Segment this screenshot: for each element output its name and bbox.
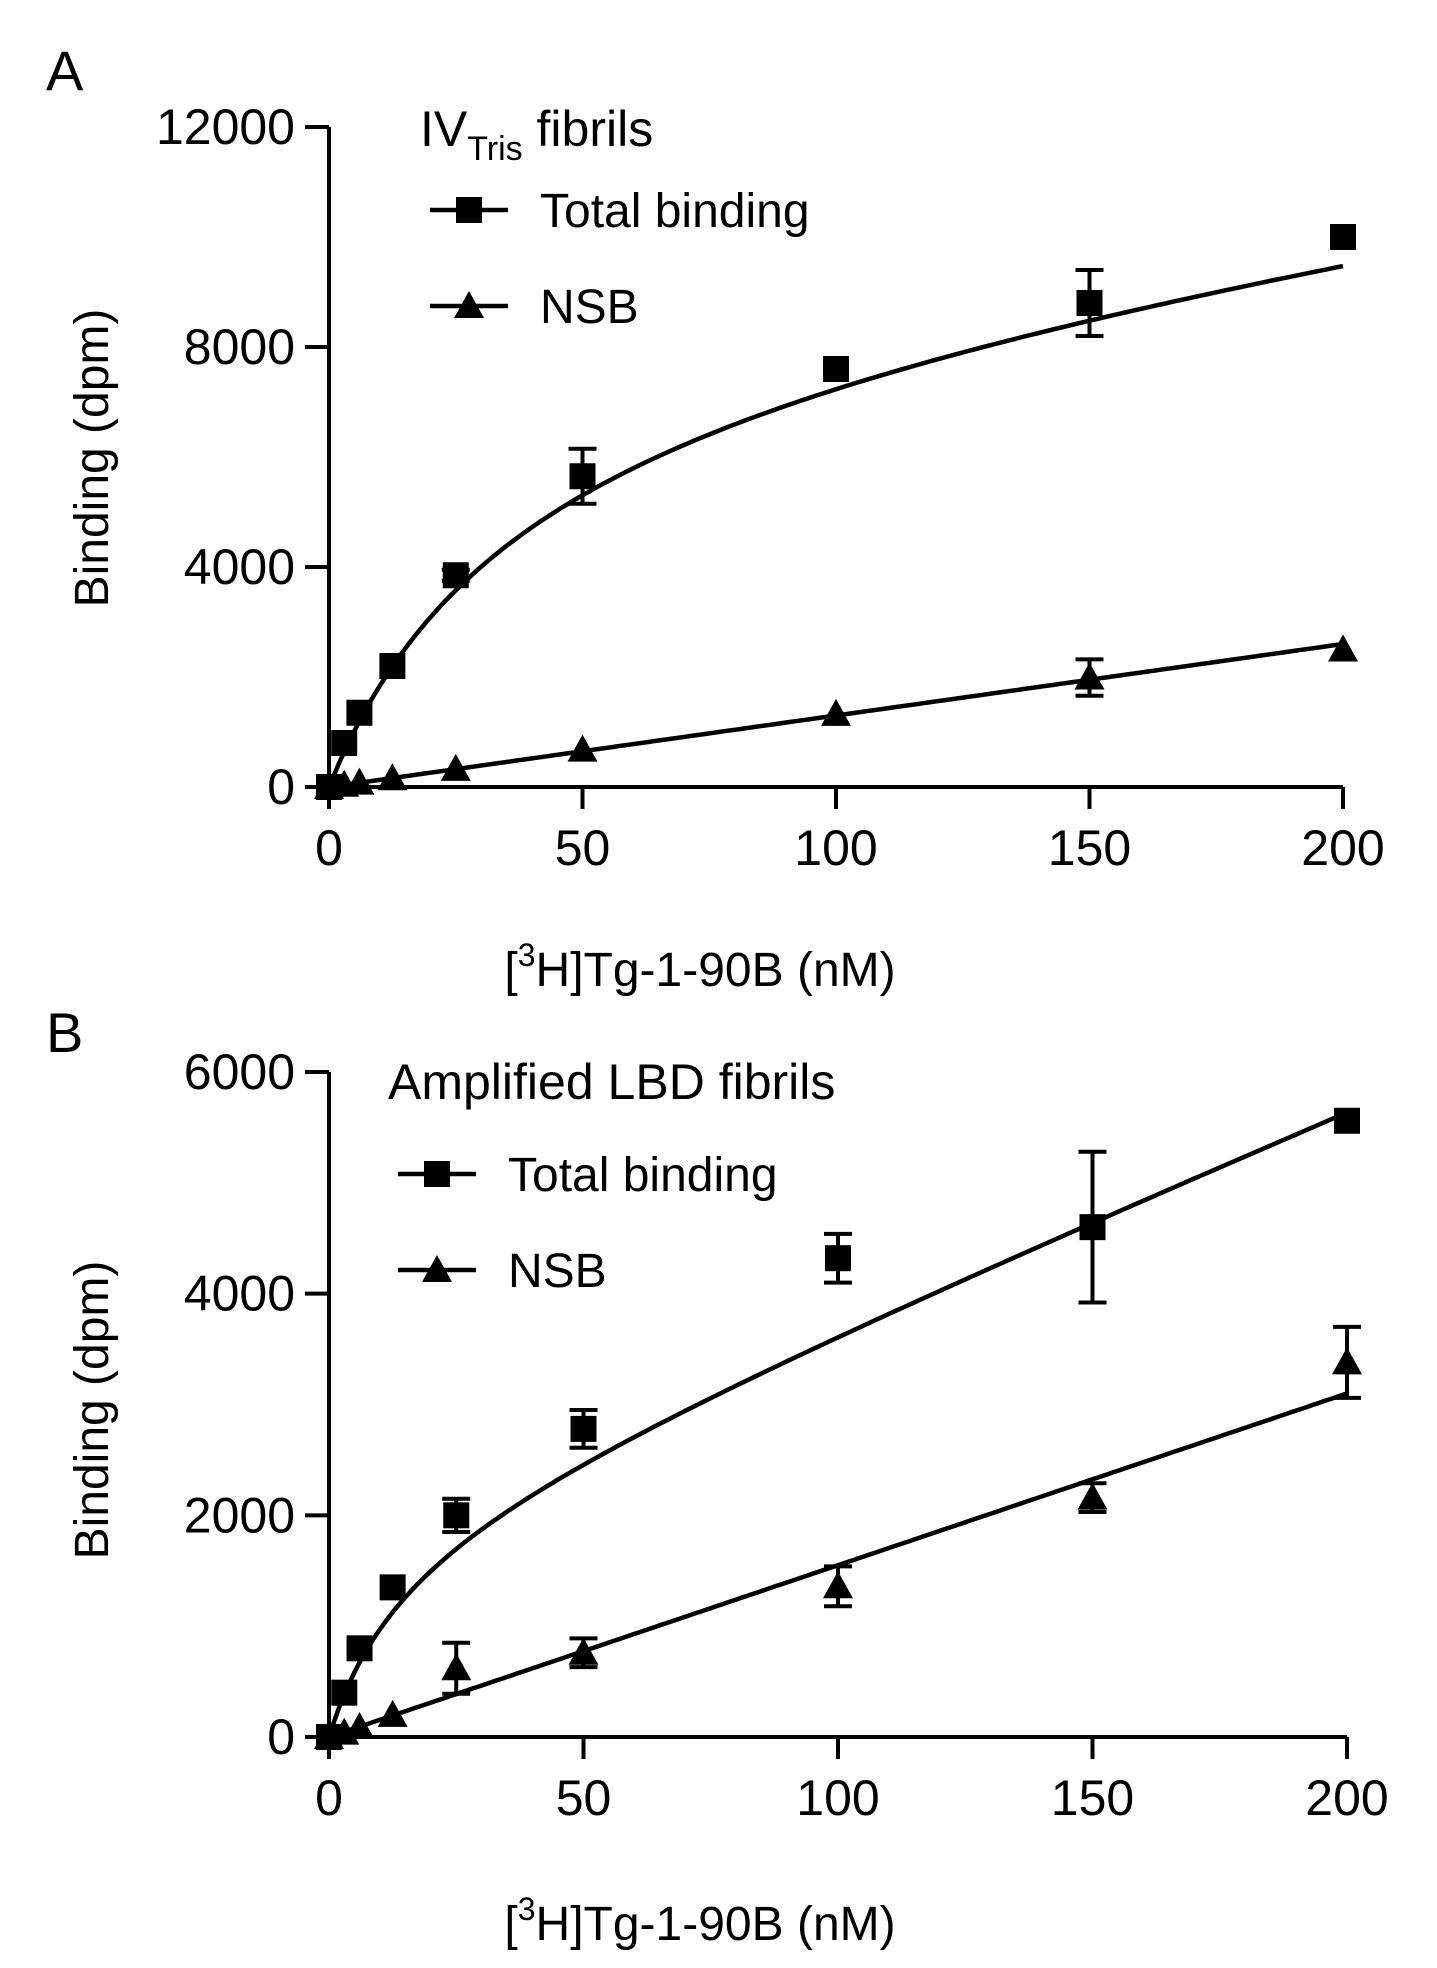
data-point bbox=[379, 653, 406, 679]
x-axis-label-sup: 3 bbox=[518, 937, 536, 973]
chart-title-subscript: Tris bbox=[467, 130, 522, 168]
x-tick-label: 100 bbox=[794, 820, 877, 876]
legend-label: NSB bbox=[540, 281, 639, 334]
x-tick-label: 50 bbox=[555, 820, 611, 876]
y-tick-label: 0 bbox=[267, 1709, 295, 1765]
data-point bbox=[567, 734, 598, 762]
x-axis-label-sup: 3 bbox=[518, 1891, 536, 1927]
y-tick-label: 4000 bbox=[184, 1266, 295, 1322]
chart-title: IVTris fibrils bbox=[420, 101, 653, 168]
fit-curve bbox=[326, 263, 1344, 788]
data-point bbox=[1076, 290, 1103, 316]
y-tick-label: 2000 bbox=[184, 1487, 295, 1543]
legend-marker bbox=[456, 197, 482, 223]
data-point bbox=[379, 1574, 406, 1601]
chart-title: Amplified LBD fibrils bbox=[388, 1054, 835, 1110]
x-tick-label: 0 bbox=[315, 820, 343, 876]
y-tick-label: 12000 bbox=[156, 99, 295, 155]
data-point bbox=[568, 1637, 599, 1665]
data-point bbox=[569, 463, 596, 490]
legend-entry: NSB bbox=[398, 1245, 607, 1298]
x-tick-label: 200 bbox=[1305, 1770, 1388, 1826]
data-point bbox=[331, 730, 358, 756]
data-point bbox=[344, 767, 375, 795]
x-tick-label: 0 bbox=[315, 1770, 343, 1826]
data-point bbox=[1077, 1482, 1108, 1510]
legend-label: NSB bbox=[508, 1245, 607, 1298]
data-point bbox=[1332, 1347, 1362, 1375]
legend-entry: Total binding bbox=[430, 185, 810, 238]
data-point bbox=[331, 1679, 358, 1706]
legend-marker bbox=[422, 1255, 452, 1282]
panel-label: A bbox=[46, 39, 84, 102]
panel-b: B Amplified LBD fibrils Binding (dpm) [3… bbox=[46, 1001, 1389, 1951]
x-tick-label: 50 bbox=[556, 1770, 612, 1826]
series-total-binding bbox=[316, 1107, 1360, 1750]
x-tick-label: 200 bbox=[1301, 820, 1384, 876]
x-tick-label: 150 bbox=[1051, 1770, 1134, 1826]
y-axis-label: Binding (dpm) bbox=[66, 309, 119, 608]
data-point bbox=[821, 698, 851, 726]
data-point bbox=[440, 753, 471, 781]
x-axis-label-post: H]Tg-1-90B (nM) bbox=[536, 1898, 896, 1951]
data-point bbox=[441, 1653, 472, 1681]
data-point bbox=[1330, 224, 1356, 250]
data-point bbox=[570, 1415, 597, 1442]
y-tick-label: 8000 bbox=[184, 319, 295, 375]
series-nsb bbox=[314, 634, 1358, 799]
data-point bbox=[1079, 1214, 1106, 1241]
data-point bbox=[346, 699, 373, 726]
data-point bbox=[823, 1571, 853, 1599]
legend-label: Total binding bbox=[508, 1149, 778, 1202]
data-point bbox=[346, 1635, 373, 1662]
data-point bbox=[1334, 1107, 1360, 1134]
legend-marker bbox=[424, 1161, 450, 1187]
data-point bbox=[442, 562, 469, 589]
data-point bbox=[377, 1699, 408, 1727]
data-point bbox=[1328, 634, 1358, 662]
data-point bbox=[825, 1245, 851, 1272]
x-tick-label: 100 bbox=[796, 1770, 879, 1826]
y-tick-label: 4000 bbox=[184, 539, 295, 595]
y-tick-label: 6000 bbox=[184, 1044, 295, 1100]
y-axis-label: Binding (dpm) bbox=[66, 1261, 119, 1560]
x-axis-label-pre: [ bbox=[504, 1898, 517, 1951]
chart-title-suffix: fibrils bbox=[523, 101, 654, 157]
data-point bbox=[823, 356, 849, 382]
fit-curve bbox=[326, 1110, 1348, 1738]
x-axis-label: [3H]Tg-1-90B (nM) bbox=[504, 937, 895, 997]
x-tick-label: 150 bbox=[1048, 820, 1131, 876]
legend-marker bbox=[454, 291, 484, 318]
data-point bbox=[344, 1712, 375, 1740]
legend-entry: Total binding bbox=[398, 1149, 778, 1202]
chart-title-main: Amplified LBD fibrils bbox=[388, 1054, 835, 1110]
series-nsb bbox=[314, 1324, 1362, 1749]
x-axis-label: [3H]Tg-1-90B (nM) bbox=[504, 1891, 895, 1951]
data-point bbox=[443, 1502, 470, 1529]
legend-entry: NSB bbox=[430, 281, 639, 334]
x-axis-label-pre: [ bbox=[504, 944, 517, 997]
data-point bbox=[377, 763, 408, 791]
data-point bbox=[1074, 662, 1105, 690]
chart-title-main: IV bbox=[420, 101, 468, 157]
panel-label: B bbox=[46, 1001, 83, 1064]
legend-label: Total binding bbox=[540, 185, 810, 238]
x-axis-label-post: H]Tg-1-90B (nM) bbox=[536, 944, 896, 997]
y-tick-label: 0 bbox=[267, 759, 295, 815]
panel-a: A IVTris fibrils Binding (dpm) [3H]Tg-1-… bbox=[46, 39, 1385, 997]
